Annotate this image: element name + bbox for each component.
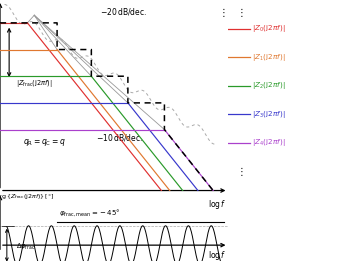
Text: $|Z_0(\mathrm{j}2\pi f)|$: $|Z_0(\mathrm{j}2\pi f)|$	[252, 23, 285, 34]
Text: $\log f$: $\log f$	[208, 249, 226, 261]
Text: $\vdots$: $\vdots$	[236, 6, 244, 19]
Text: $|Z_2(\mathrm{j}2\pi f)|$: $|Z_2(\mathrm{j}2\pi f)|$	[252, 80, 285, 91]
Text: $|Z_3(\mathrm{j}2\pi f)|$: $|Z_3(\mathrm{j}2\pi f)|$	[252, 109, 285, 120]
Text: $\varphi_\mathrm{frac,mean} = -45°$: $\varphi_\mathrm{frac,mean} = -45°$	[60, 207, 121, 218]
Text: $\log f$: $\log f$	[208, 198, 226, 211]
Text: $-20\,\mathrm{dB/dec.}$: $-20\,\mathrm{dB/dec.}$	[100, 6, 148, 17]
Text: $q_\mathrm{R} = q_\mathrm{C} = q$: $q_\mathrm{R} = q_\mathrm{C} = q$	[23, 137, 66, 149]
Text: $\Delta\varphi_\mathrm{frac}$: $\Delta\varphi_\mathrm{frac}$	[16, 242, 36, 252]
Text: $|Z_\mathrm{frac}(\mathrm{j}2\pi f)|$: $|Z_\mathrm{frac}(\mathrm{j}2\pi f)|$	[16, 78, 53, 89]
Text: $\vdots$: $\vdots$	[236, 165, 244, 178]
Text: $-10\,\mathrm{dB/dec.}$: $-10\,\mathrm{dB/dec.}$	[96, 132, 143, 143]
Text: $|Z_1(\mathrm{j}2\pi f)|$: $|Z_1(\mathrm{j}2\pi f)|$	[252, 52, 285, 63]
Text: $|Z_4(\mathrm{j}2\pi f)|$: $|Z_4(\mathrm{j}2\pi f)|$	[252, 137, 285, 149]
Text: $\arg\{Z_\mathrm{frac}(\mathrm{j}2\pi f)\}\,[°]$: $\arg\{Z_\mathrm{frac}(\mathrm{j}2\pi f)…	[0, 192, 55, 201]
Text: $\vdots$: $\vdots$	[218, 6, 225, 19]
